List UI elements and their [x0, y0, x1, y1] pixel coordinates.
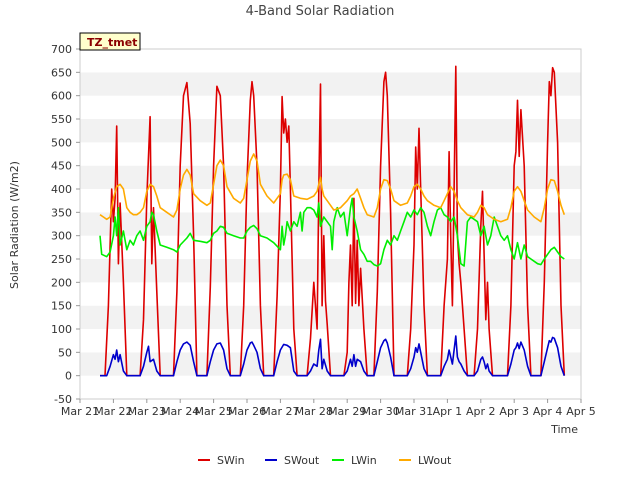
- y-tick-label: 550: [51, 113, 72, 126]
- y-tick-label: 600: [51, 90, 72, 103]
- legend-label-lwout: LWout: [418, 454, 452, 467]
- grid-band: [80, 165, 581, 189]
- y-tick-label: 700: [51, 43, 72, 56]
- legend-label-lwin: LWin: [351, 454, 377, 467]
- grid-band: [80, 95, 581, 119]
- x-tick-label: Apr 2: [466, 405, 496, 418]
- grid-band: [80, 329, 581, 353]
- grid-band: [80, 119, 581, 143]
- x-tick-label: Mar 30: [361, 405, 399, 418]
- grid-band: [80, 235, 581, 259]
- chart-title: 4-Band Solar Radiation: [246, 4, 395, 19]
- x-tick-label: Mar 29: [328, 405, 366, 418]
- y-axis-label: Solar Radiation (W/m2): [8, 161, 21, 289]
- grid-band: [80, 305, 581, 329]
- legend: SWin SWout LWin LWout: [198, 454, 452, 467]
- y-tick-label: 0: [65, 370, 72, 383]
- y-tick-label: 200: [51, 276, 72, 289]
- y-tick-label: 250: [51, 253, 72, 266]
- y-tick-label: 350: [51, 206, 72, 219]
- grid-band: [80, 259, 581, 283]
- series-lines: [99, 65, 566, 377]
- y-tick-label: 500: [51, 136, 72, 149]
- tz-annotation-text: TZ_tmet: [87, 36, 137, 49]
- y-tick-label: 400: [51, 183, 72, 196]
- x-tick-label: Mar 22: [94, 405, 132, 418]
- x-tick-label: Mar 23: [128, 405, 166, 418]
- legend-label-swin: SWin: [217, 454, 245, 467]
- y-axis: -50 0 50 100 150 200 250 300 350 400 450 500 550 600 6…: [51, 43, 80, 406]
- grid-band: [80, 49, 581, 73]
- tz-annotation-box: [79, 32, 141, 51]
- y-tick-label: -50: [54, 393, 72, 406]
- grid-band: [80, 375, 581, 399]
- x-tick-label: Apr 3: [499, 405, 529, 418]
- y-tick-label: 450: [51, 160, 72, 173]
- x-tick-label: Apr 1: [433, 405, 463, 418]
- series-line-swin: [100, 65, 566, 377]
- legend-label-swout: SWout: [284, 454, 320, 467]
- grid-band: [80, 72, 581, 96]
- x-tick-label: Mar 31: [395, 405, 433, 418]
- x-tick-label: Mar 26: [228, 405, 266, 418]
- y-tick-label: 50: [58, 346, 72, 359]
- grid-band: [80, 282, 581, 306]
- y-tick-label: 650: [51, 66, 72, 79]
- y-tick-label: 100: [51, 323, 72, 336]
- series-line-lwout: [99, 153, 566, 223]
- y-tick-label: 150: [51, 300, 72, 313]
- y-tick-label: 300: [51, 230, 72, 243]
- plot-background-bands: [80, 49, 581, 399]
- x-tick-label: Mar 24: [161, 405, 199, 418]
- plot-frame: [79, 48, 582, 400]
- x-tick-label: Apr 5: [566, 405, 596, 418]
- series-line-swout: [100, 335, 566, 377]
- tz-annotation: TZ_tmet: [79, 32, 141, 51]
- grid-band: [80, 142, 581, 166]
- x-tick-label: Mar 28: [295, 405, 333, 418]
- series-line-lwin: [99, 197, 565, 267]
- x-tick-label: Mar 25: [194, 405, 232, 418]
- x-tick-label: Mar 21: [61, 405, 99, 418]
- x-axis-label: Time: [550, 423, 578, 436]
- x-tick-label: Apr 4: [533, 405, 563, 418]
- x-tick-label: Mar 27: [261, 405, 299, 418]
